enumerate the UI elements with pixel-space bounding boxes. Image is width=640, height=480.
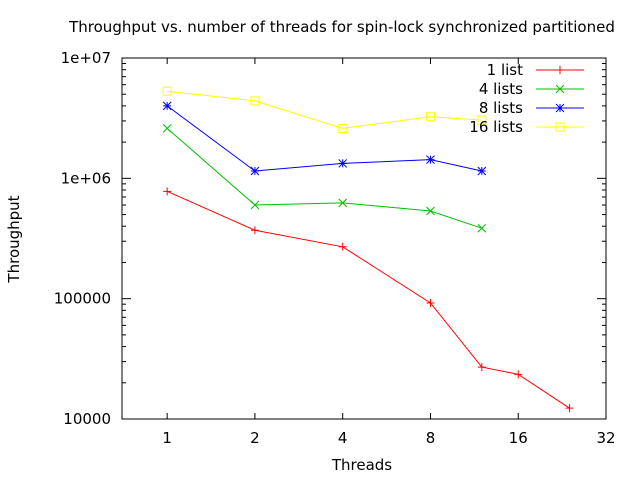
data-point [250,226,259,235]
legend-marker [556,66,564,74]
data-point [162,124,172,133]
chart-title: Throughput vs. number of threads for spi… [68,18,615,36]
y-tick-label: 100000 [54,290,111,308]
data-point [338,242,347,251]
x-tick-label: 4 [338,429,348,447]
data-point [477,115,487,125]
x-tick-label: 8 [426,429,436,447]
series-line [167,90,482,129]
series-1 [163,187,574,413]
data-point [565,404,574,413]
series-4 [162,86,487,133]
y-axis: 10000 100000 1e+06 1e+07 [54,49,606,428]
data-point [162,86,172,96]
series-2 [162,124,487,233]
x-axis-label: Threads [331,456,392,474]
legend-label: 1 list [487,61,523,79]
data-point [250,96,260,106]
data-point [162,101,172,111]
plot-frame [121,57,607,420]
y-tick-label: 1e+07 [61,49,111,67]
series-3 [162,101,487,176]
data-point [250,200,260,210]
legend-label: 16 lists [469,118,523,136]
data-point [426,206,435,216]
legend-marker [555,103,565,113]
data-point [163,187,172,196]
legend-label: 8 lists [479,99,523,117]
x-tick-label: 2 [250,429,260,447]
data-point [426,299,435,308]
y-tick-label: 10000 [63,410,111,428]
data-point [338,198,348,208]
data-point [425,112,435,122]
y-axis-label: Throughput [5,195,23,283]
data-point [426,155,435,164]
data-point [338,159,348,168]
x-tick-label: 16 [509,429,528,447]
series-line [166,190,570,409]
legend-label: 4 lists [479,80,523,98]
y-tick-label: 1e+06 [61,169,111,187]
data-point [477,166,487,176]
data-point [250,166,260,176]
data-point [338,123,348,133]
legend-marker [555,122,565,132]
legend-marker [555,84,565,94]
data-point [477,363,486,372]
x-tick-label: 32 [596,429,615,447]
data-point [514,370,523,379]
data-point [477,223,487,233]
x-axis: 1 2 4 8 16 32 [162,58,616,447]
series-layer [162,86,574,413]
x-tick-label: 1 [162,429,172,447]
series-line [166,128,482,229]
